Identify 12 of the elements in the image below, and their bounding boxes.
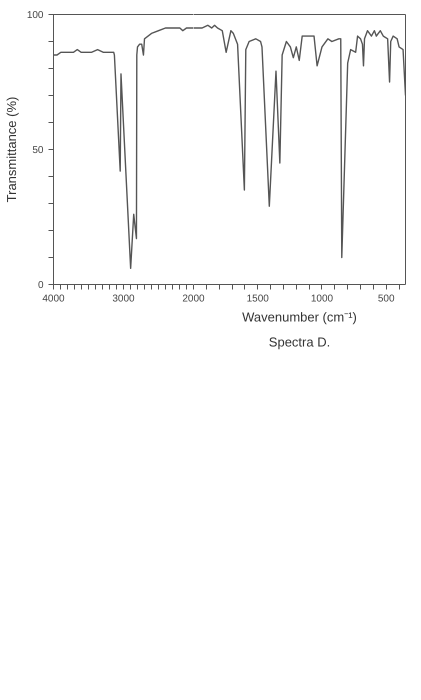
text: Spectra D. <box>268 334 330 350</box>
y-tick-label: 0 <box>38 280 44 291</box>
x-tick-label: 1000 <box>310 294 334 304</box>
y-axis-title: Transmittance (%) <box>4 96 19 202</box>
x-axis-title: Wavenumber (cm⁻¹) <box>242 310 357 324</box>
x-tick-label: 3000 <box>112 294 136 304</box>
y-tick-label: 100 <box>26 10 44 21</box>
x-tick-label: 500 <box>378 294 396 304</box>
x-tick-label: 1500 <box>246 294 270 304</box>
x-tick-label: 4000 <box>42 294 66 304</box>
y-tick-label: 50 <box>32 145 44 156</box>
x-tick-label: 2000 <box>182 294 206 304</box>
